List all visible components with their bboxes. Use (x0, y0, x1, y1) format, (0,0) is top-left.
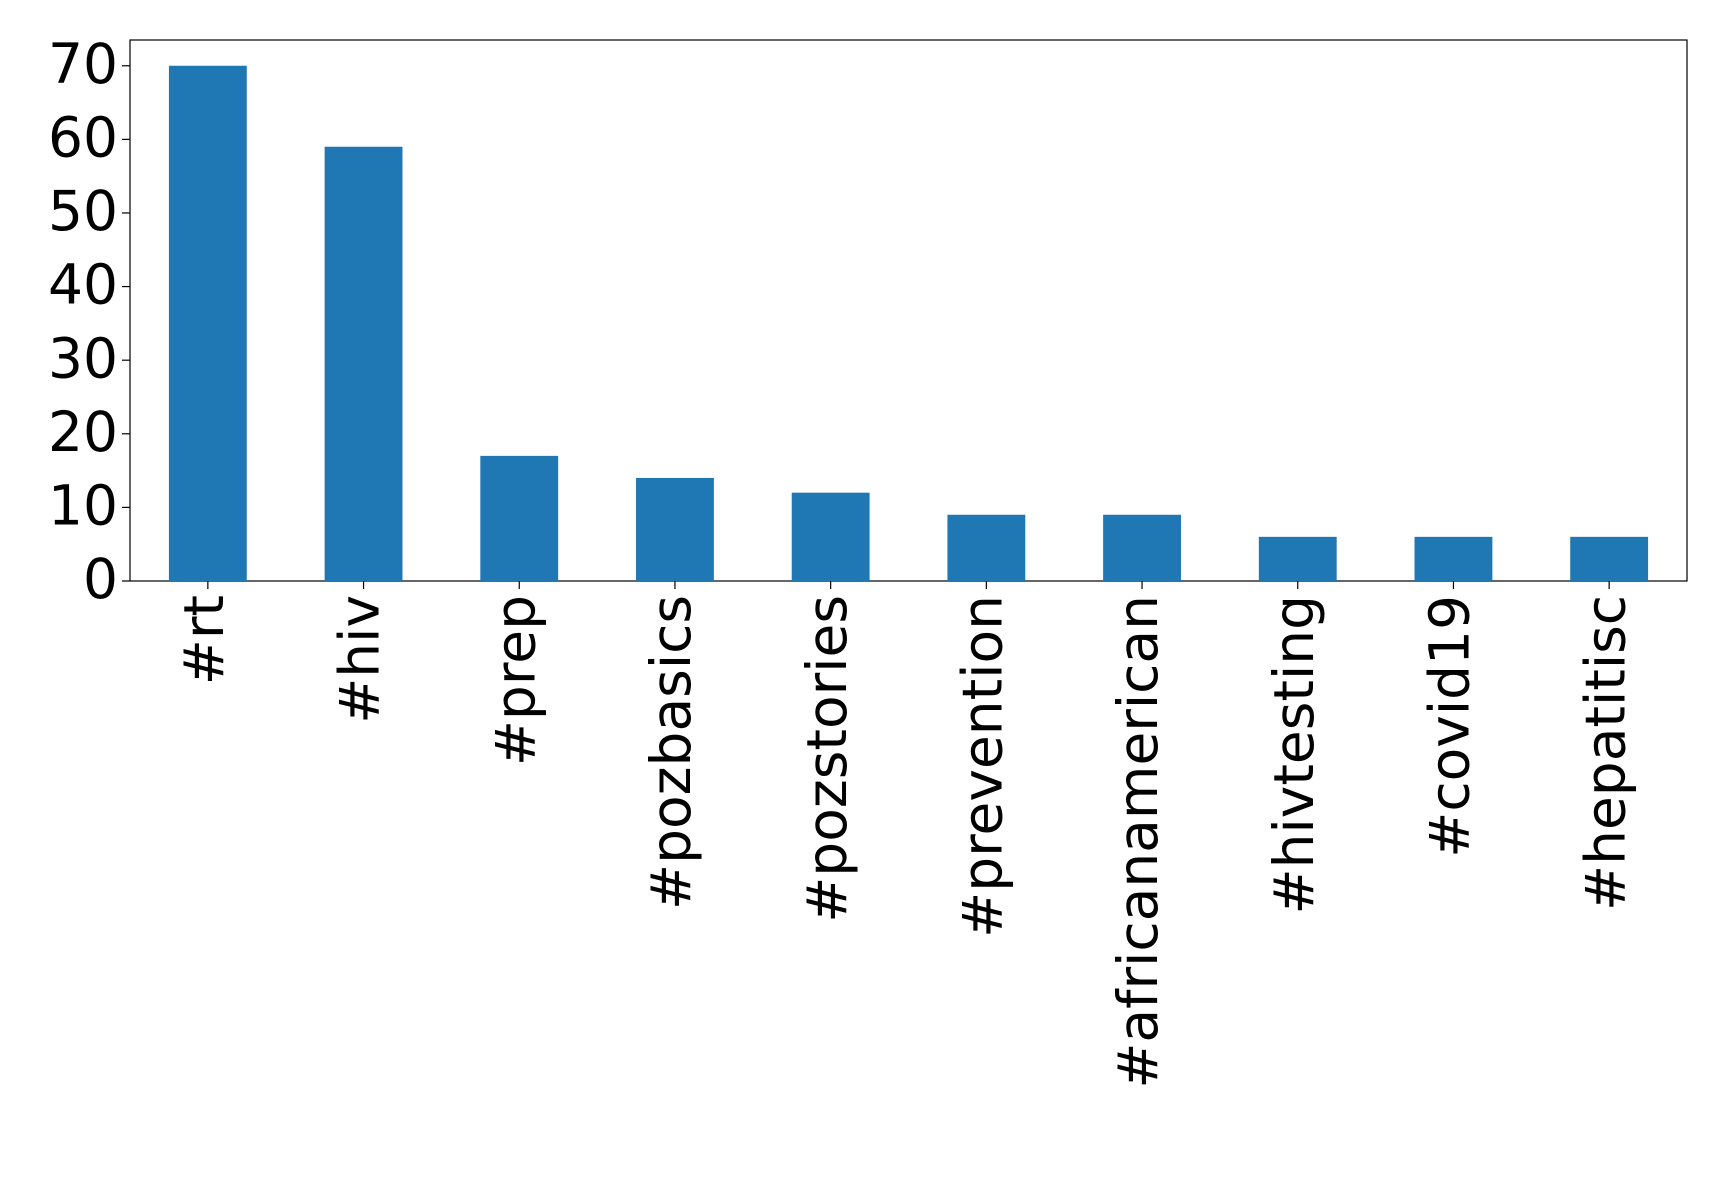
x-tick-label: #prevention (950, 595, 1014, 938)
x-tick-label: #hiv (328, 595, 392, 724)
y-tick-label: 10 (48, 474, 118, 538)
x-tick-label: #pozbasics (639, 595, 703, 910)
bar (1103, 514, 1181, 581)
y-tick-label: 0 (83, 547, 118, 611)
bar (1414, 536, 1493, 581)
y-tick-label: 40 (48, 253, 118, 317)
x-tick-label: #hepatitisc (1573, 595, 1637, 911)
x-tick-label: #prep (483, 595, 547, 766)
x-tick-label: #hivtesting (1262, 595, 1326, 914)
x-tick-label: #covid19 (1418, 595, 1482, 858)
y-tick-label: 60 (48, 106, 118, 170)
y-tick-label: 20 (48, 400, 118, 464)
bar (1570, 536, 1649, 581)
bar (1258, 536, 1337, 581)
bar (168, 65, 247, 581)
bar (791, 492, 870, 581)
plot-frame (129, 39, 1688, 582)
bar (947, 514, 1026, 581)
bar (480, 455, 559, 581)
x-tick-label: #africanamerican (1106, 595, 1170, 1089)
y-tick-label: 50 (48, 179, 118, 243)
bar (636, 477, 714, 581)
x-tick-label: #pozstories (795, 595, 859, 923)
y-tick-label: 70 (48, 32, 118, 96)
bar (324, 146, 403, 581)
y-tick-label: 30 (48, 326, 118, 390)
x-tick-label: #rt (172, 595, 236, 685)
